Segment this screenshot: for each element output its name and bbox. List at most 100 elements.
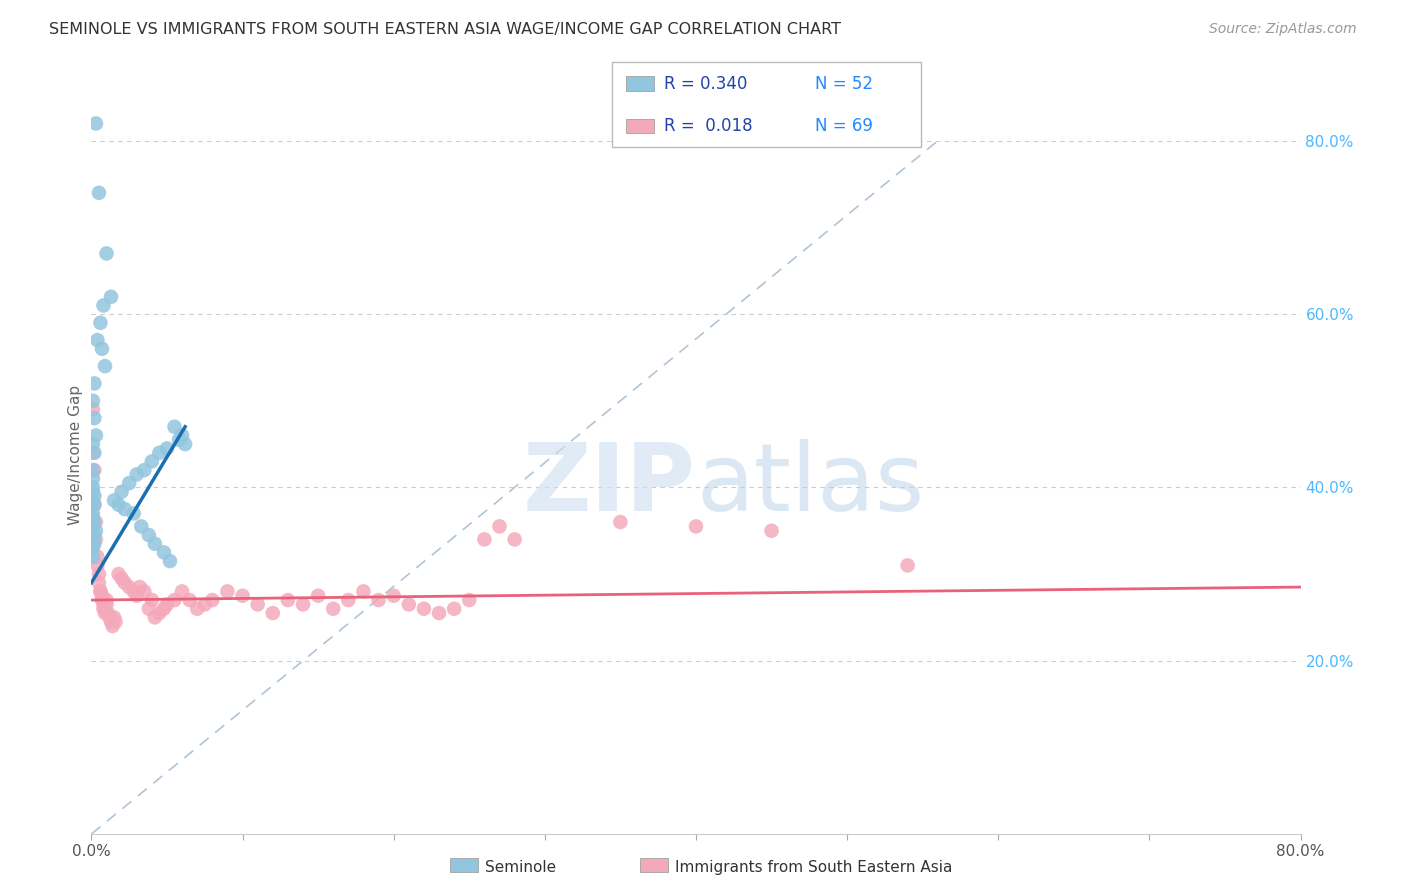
Point [174,437,197,451]
Point [111,484,132,499]
Point [101,619,124,633]
Point [118,580,141,594]
Point [172,584,194,599]
Point [89,316,111,330]
Point [98,610,121,624]
Point [352,584,374,599]
Point [86,549,108,564]
Point [246,598,269,612]
Point [103,493,125,508]
Point [143,537,166,551]
Point [143,610,166,624]
Point [761,524,783,538]
Point [148,446,170,460]
Point [443,601,465,615]
Point [94,359,117,373]
Point [413,601,436,615]
Point [82,493,104,508]
Point [159,554,181,568]
Point [83,411,105,425]
Point [138,528,160,542]
Text: ZIP: ZIP [523,439,696,532]
Point [87,567,110,582]
Point [186,601,208,615]
Point [125,467,148,482]
Point [179,593,201,607]
Point [96,598,118,612]
Point [262,606,284,620]
Point [84,533,107,547]
Point [122,584,145,599]
Point [84,515,107,529]
Point [103,610,125,624]
Point [322,601,344,615]
Point [141,593,163,607]
Point [609,515,631,529]
Point [93,601,115,615]
Point [134,463,156,477]
Point [83,528,105,542]
Point [83,446,105,460]
Point [83,498,105,512]
Point [83,498,105,512]
Text: R =  0.018: R = 0.018 [664,117,752,135]
Point [82,510,104,524]
Point [86,558,108,573]
Text: R = 0.340: R = 0.340 [664,75,747,93]
Point [86,333,108,347]
Point [83,537,105,551]
Point [427,606,450,620]
Point [458,593,481,607]
Point [82,446,104,460]
Point [201,593,224,607]
Point [91,342,114,356]
Point [488,519,510,533]
Point [82,549,104,564]
Text: Immigrants from South Eastern Asia: Immigrants from South Eastern Asia [675,860,952,874]
Point [104,615,127,629]
Point [337,593,360,607]
Point [82,519,104,533]
Point [83,489,105,503]
Point [153,601,176,615]
Point [292,598,315,612]
Point [107,567,129,582]
Point [156,442,179,456]
Point [128,580,150,594]
Text: SEMINOLE VS IMMIGRANTS FROM SOUTH EASTERN ASIA WAGE/INCOME GAP CORRELATION CHART: SEMINOLE VS IMMIGRANTS FROM SOUTH EASTER… [49,22,841,37]
Point [83,376,105,391]
Point [94,606,117,620]
Point [93,598,115,612]
Point [93,298,115,312]
Point [87,186,110,200]
Text: Source: ZipAtlas.com: Source: ZipAtlas.com [1209,22,1357,37]
Point [114,575,136,590]
Point [277,593,299,607]
Text: atlas: atlas [696,439,924,532]
Point [503,533,526,547]
Point [398,598,420,612]
Point [111,571,132,585]
Point [134,584,156,599]
Point [307,589,329,603]
Point [138,601,160,615]
Point [897,558,920,573]
Point [141,454,163,468]
Point [84,428,107,442]
Point [91,593,114,607]
Point [129,519,152,533]
Point [685,519,707,533]
Text: N = 69: N = 69 [815,117,873,135]
Point [82,402,104,417]
Text: Seminole: Seminole [485,860,557,874]
Point [82,463,104,477]
Point [82,541,104,555]
Point [100,615,122,629]
Point [122,507,145,521]
Point [82,484,104,499]
Point [194,598,217,612]
Point [82,480,104,494]
Point [82,507,104,521]
Point [84,524,107,538]
Point [83,463,105,477]
